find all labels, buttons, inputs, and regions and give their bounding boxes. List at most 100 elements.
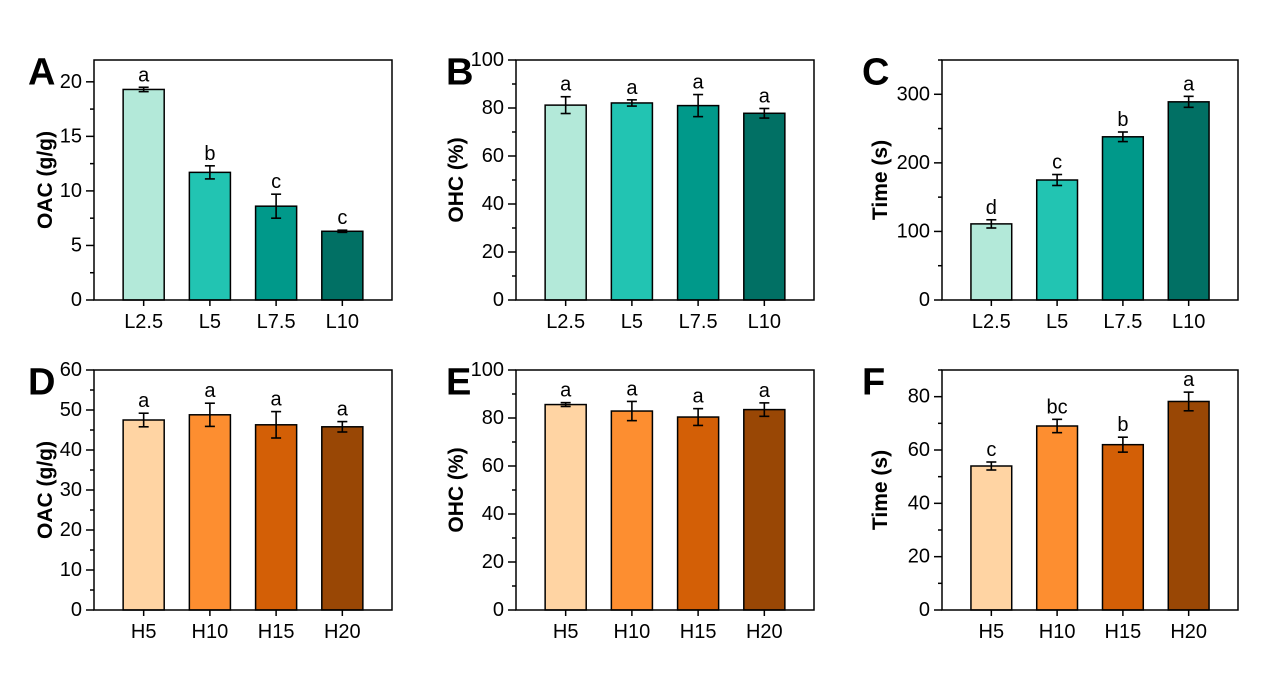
error-bar [1183,95,1194,109]
bar-l7-5 [1101,136,1145,301]
y-axis-label: OHC (%) [445,137,468,222]
significance-label: a [693,72,705,94]
significance-label: a [1183,73,1195,95]
y-tick-label: 20 [908,546,930,568]
bar-h10 [1035,425,1079,611]
error-bar [986,461,997,471]
error-bar [759,107,770,119]
x-tick-label: H15 [258,621,295,643]
error-bar [986,218,997,229]
x-tick-label: H5 [979,621,1005,643]
bar-h5 [970,465,1013,611]
x-tick-label: L2.5 [546,311,585,333]
significance-label: c [337,207,347,229]
y-tick-label: 80 [482,97,504,119]
y-tick-label: 30 [60,479,82,501]
x-tick-label: L7.5 [1103,311,1142,333]
y-tick-label: 40 [482,193,504,215]
panel-d: D OAC (g/g) a H5 a H10 a H15 a H20 0 10 20 30 40 50 60 [28,359,393,643]
bar-h10 [610,410,654,611]
x-tick-label: H5 [131,621,157,643]
bar-h15 [1101,443,1145,611]
panel-letter: D [28,361,55,403]
plot-frame [515,59,815,301]
panel-f: F Time (s) c H5 bc H10 b H15 a H20 0 20 40 60 80 [862,361,1239,643]
panel-letter: C [862,51,889,93]
error-bar [1183,391,1194,412]
y-tick-label: 100 [471,359,504,381]
error-bar [1052,418,1063,434]
significance-label: c [271,171,281,193]
significance-label: c [986,439,996,461]
bar-h20 [1167,400,1210,611]
significance-label: b [1117,109,1128,131]
y-tick-label: 20 [60,71,82,93]
x-tick-label: L7.5 [257,311,296,333]
significance-label: a [337,399,349,421]
y-tick-label: 0 [493,289,504,311]
x-tick-label: L5 [621,311,643,333]
significance-label: a [759,380,771,402]
bar-l5 [610,102,654,301]
plot-frame [93,369,393,611]
x-tick-label: H15 [680,621,717,643]
y-tick-label: 15 [60,125,82,147]
bar-h5 [122,419,165,611]
error-bar [759,402,770,418]
significance-label: a [560,74,572,96]
x-tick-label: H10 [1039,621,1076,643]
error-bar [138,412,149,428]
plot-frame [941,369,1239,611]
x-tick-label: H20 [324,621,361,643]
panel-e: E OHC (%) a H5 a H10 a H15 a H20 0 20 40 60 80 100 [445,359,815,643]
y-tick-label: 0 [71,289,82,311]
y-tick-label: 60 [482,455,504,477]
significance-label: a [138,390,150,412]
y-tick-label: 60 [908,439,930,461]
error-bar [204,165,215,180]
x-tick-label: L2.5 [972,311,1011,333]
plot-frame [941,59,1239,301]
error-bar [138,86,149,93]
x-tick-label: L10 [748,311,781,333]
y-axis-label: OAC (g/g) [34,441,57,539]
y-axis-label: OHC (%) [445,447,468,532]
panel-letter: B [446,51,473,93]
x-tick-label: H5 [553,621,579,643]
bar-h10 [188,414,232,611]
x-tick-label: H20 [1170,621,1207,643]
error-bar [626,99,637,107]
y-tick-label: 200 [897,152,930,174]
bar-l2-5 [122,88,165,301]
error-bar [271,410,282,439]
y-tick-label: 40 [60,439,82,461]
x-tick-label: L7.5 [679,311,718,333]
y-tick-label: 40 [908,492,930,514]
error-bar [271,193,282,219]
significance-label: d [986,197,997,219]
x-tick-label: H15 [1105,621,1142,643]
error-bar [560,401,571,408]
bar-h15 [254,424,298,611]
x-tick-label: H10 [192,621,229,643]
error-bar [204,402,215,428]
panel-c: C Time (s) d L2.5 c L5 b L7.5 a L10 0 100 200 300 [862,51,1239,333]
x-tick-label: L10 [326,311,359,333]
significance-label: b [1117,414,1128,436]
y-tick-label: 40 [482,503,504,525]
bar-l10 [321,230,364,301]
significance-label: a [626,378,638,400]
y-tick-label: 60 [60,359,82,381]
bar-h15 [676,416,720,611]
y-tick-label: 20 [482,551,504,573]
y-tick-label: 20 [482,241,504,263]
bar-h20 [743,408,786,611]
y-tick-label: 0 [71,599,82,621]
significance-label: b [204,143,215,165]
bar-l5 [188,171,232,301]
significance-label: a [626,77,638,99]
y-tick-label: 0 [919,289,930,311]
significance-label: bc [1047,396,1068,418]
bar-h20 [321,426,364,611]
